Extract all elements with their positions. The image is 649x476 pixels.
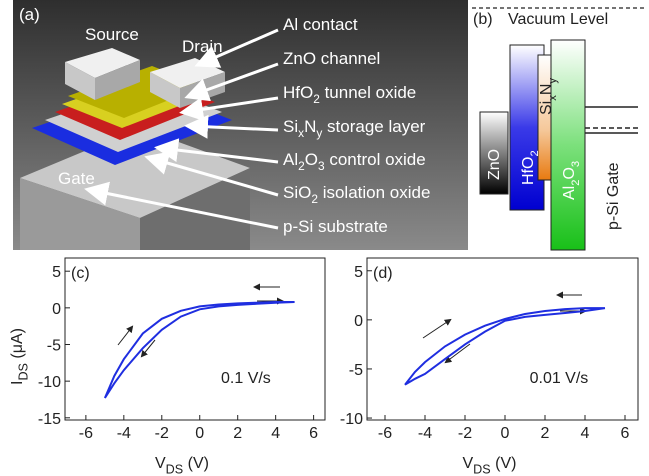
subscript: y bbox=[547, 78, 559, 84]
x-tick-label: -4 bbox=[117, 425, 131, 442]
sweep-rate: 0.01 V/s bbox=[530, 370, 589, 387]
x-tick-label: 6 bbox=[309, 425, 318, 442]
panel-label: (b) bbox=[473, 11, 493, 28]
text-run: Al contact bbox=[283, 15, 358, 34]
text-run: ZnO channel bbox=[283, 49, 380, 68]
subscript: DS bbox=[16, 363, 30, 381]
text-run: control oxide bbox=[325, 150, 426, 169]
x-tick-label: 0 bbox=[195, 425, 204, 442]
subscript: 3 bbox=[570, 161, 582, 167]
y-tick-label: 5 bbox=[52, 264, 61, 281]
text-run: Al bbox=[283, 150, 298, 169]
x-tick-label: 2 bbox=[541, 425, 550, 442]
x-tick-label: -6 bbox=[378, 425, 392, 442]
text-run: O bbox=[305, 150, 318, 169]
text-run: tunnel oxide bbox=[320, 83, 416, 102]
text-run: p-Si Gate bbox=[605, 162, 622, 230]
panel-label: (a) bbox=[19, 5, 40, 24]
text-run: isolation oxide bbox=[318, 183, 430, 202]
x-tick-label: -6 bbox=[79, 425, 93, 442]
layer-label: Al contact bbox=[283, 15, 358, 34]
text-run: p-Si substrate bbox=[283, 217, 388, 236]
x-tick-label: 2 bbox=[233, 425, 242, 442]
y-axis-label: IDS (μA) bbox=[9, 328, 30, 385]
text-run: N bbox=[304, 117, 316, 136]
x-tick-label: 4 bbox=[271, 425, 280, 442]
text-run: (V) bbox=[183, 455, 209, 472]
text-run: V bbox=[155, 455, 166, 472]
text-run: (V) bbox=[491, 455, 517, 472]
text-run: Al bbox=[561, 186, 578, 200]
x-tick-label: 4 bbox=[581, 425, 590, 442]
panel-label: (c) bbox=[71, 265, 90, 282]
subscript: DS bbox=[473, 462, 491, 476]
text-run: ZnO bbox=[486, 149, 503, 180]
x-tick-label: -2 bbox=[155, 425, 169, 442]
text-run: (μA) bbox=[9, 328, 26, 363]
panel-label: (d) bbox=[373, 265, 393, 282]
y-tick-label: 5 bbox=[354, 264, 363, 281]
band-label: p-Si Gate bbox=[605, 162, 622, 230]
x-axis-label: VDS (V) bbox=[155, 455, 209, 476]
text-run: HfO bbox=[283, 83, 313, 102]
text-run: SiO bbox=[283, 183, 311, 202]
y-tick-label: -10 bbox=[38, 374, 61, 391]
layer-label: ZnO channel bbox=[283, 49, 380, 68]
x-tick-label: 0 bbox=[501, 425, 510, 442]
drain-label: Drain bbox=[182, 37, 223, 56]
plot-frame bbox=[367, 258, 638, 420]
source-label: Source bbox=[85, 25, 139, 44]
vacuum-label: Vacuum Level bbox=[508, 11, 608, 28]
x-axis-label: VDS (V) bbox=[463, 455, 517, 476]
y-tick-label: 0 bbox=[52, 301, 61, 318]
sweep-arrows bbox=[118, 287, 585, 362]
text-run: Si bbox=[538, 101, 555, 115]
plot-frame bbox=[65, 258, 325, 420]
x-tick-label: -4 bbox=[418, 425, 432, 442]
text-run: O bbox=[561, 167, 578, 179]
text-run: N bbox=[538, 84, 555, 96]
text-run: Si bbox=[283, 117, 298, 136]
y-tick-label: 0 bbox=[354, 313, 363, 330]
band-label: ZnO bbox=[486, 149, 503, 180]
text-run: storage layer bbox=[322, 117, 425, 136]
y-tick-label: -5 bbox=[349, 362, 363, 379]
y-tick-label: -5 bbox=[47, 337, 61, 354]
x-tick-label: 6 bbox=[621, 425, 630, 442]
device-illustration: (a) Source Drain Gate Al contact ZnO chan… bbox=[13, 0, 468, 250]
text-run: V bbox=[463, 455, 474, 472]
y-tick-label: -10 bbox=[340, 411, 363, 428]
subscript: DS bbox=[166, 462, 184, 476]
gate-label: Gate bbox=[58, 169, 95, 188]
layer-label: p-Si substrate bbox=[283, 217, 388, 236]
y-tick-label: -15 bbox=[38, 411, 61, 428]
text-run: HfO bbox=[520, 157, 537, 185]
sweep-rate: 0.1 V/s bbox=[221, 370, 271, 387]
x-tick-label: -2 bbox=[458, 425, 472, 442]
subscript: 2 bbox=[529, 150, 541, 156]
figure: (a) Source Drain Gate Al contact ZnO chan… bbox=[0, 0, 649, 476]
